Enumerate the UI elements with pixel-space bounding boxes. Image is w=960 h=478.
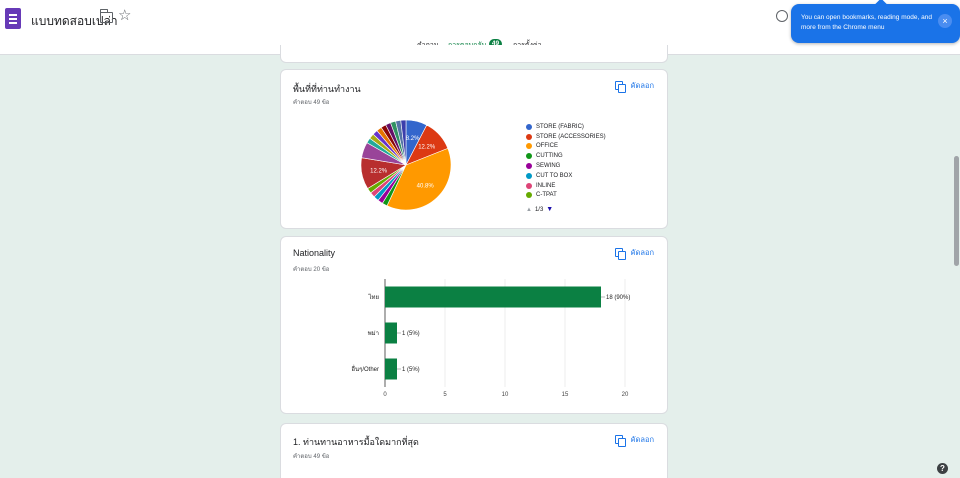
legend-swatch bbox=[526, 143, 532, 150]
copy-label: คัดลอก bbox=[630, 435, 654, 444]
x-tick-label: 0 bbox=[383, 392, 387, 398]
meal-card: 1. ท่านทานอาหารมื้อใดมากที่สุด คำตอบ 49 … bbox=[280, 423, 668, 478]
value-label: 1 (5%) bbox=[402, 367, 420, 373]
scroll-thumb[interactable] bbox=[954, 156, 959, 266]
pie-slice-label: 40.8% bbox=[417, 183, 435, 189]
nationality-bar-chart: 0 5 10 15 20 ไทย 18 (90%) พม่า 1 (5%) อื่นๆ/Othe… bbox=[351, 279, 630, 398]
legend-swatch bbox=[526, 182, 532, 189]
x-tick-label: 20 bbox=[622, 392, 629, 398]
palette-icon[interactable] bbox=[776, 10, 788, 22]
category-label: อื่นๆ/Other bbox=[351, 365, 379, 373]
previous-card-bottom bbox=[280, 45, 668, 63]
copy-icon bbox=[615, 81, 627, 93]
forms-app-icon[interactable] bbox=[5, 8, 21, 29]
category-label: ไทย bbox=[368, 293, 380, 301]
value-label: 1 (5%) bbox=[402, 331, 420, 337]
legend-label: SEWING bbox=[536, 163, 561, 170]
document-title[interactable]: แบบทดสอบเปล่า bbox=[31, 14, 118, 28]
legend-swatch bbox=[526, 153, 532, 160]
legend-item: INLINE bbox=[526, 181, 606, 191]
legend-label: INLINE bbox=[536, 182, 556, 189]
responses-count-badge: 49 bbox=[489, 39, 502, 49]
folder-icon[interactable] bbox=[99, 9, 113, 23]
pager-down-icon[interactable]: ▼ bbox=[546, 206, 554, 213]
bar-2[interactable] bbox=[385, 358, 397, 380]
pie-slice-label: 8.2% bbox=[406, 136, 420, 142]
pie-slice-label: 12.2% bbox=[418, 144, 436, 150]
close-icon[interactable]: × bbox=[938, 14, 952, 28]
pie-legend: STORE (FABRIC) STORE (ACCESSORIES) OFFICE C… bbox=[526, 122, 606, 200]
copy-icon bbox=[615, 435, 627, 447]
legend-item: OFFICE bbox=[526, 142, 606, 152]
legend-item: C-TPAT bbox=[526, 191, 606, 201]
legend-swatch bbox=[526, 192, 532, 199]
legend-label: CUTTING bbox=[536, 153, 563, 160]
pie-slice-label: 12.2% bbox=[370, 168, 388, 174]
workplace-card: พื้นที่ที่ท่านทำงาน คำตอบ 49 ข้อ คัดลอก … bbox=[280, 69, 668, 229]
legend-label: OFFICE bbox=[536, 143, 558, 150]
card-title: 1. ท่านทานอาหารมื้อใดมากที่สุด bbox=[293, 437, 419, 447]
copy-chart-button[interactable]: คัดลอก bbox=[615, 434, 654, 447]
x-tick-label: 5 bbox=[443, 392, 447, 398]
legend-item: STORE (FABRIC) bbox=[526, 122, 606, 132]
legend-swatch bbox=[526, 163, 532, 170]
pager-label: 1/3 bbox=[534, 206, 544, 213]
category-label: พม่า bbox=[368, 330, 379, 337]
response-count: คำตอบ 49 ข้อ bbox=[293, 100, 330, 106]
card-title: Nationality bbox=[293, 248, 336, 258]
tooltip-arrow bbox=[875, 0, 887, 10]
legend-pager: ▲ 1/3 ▼ bbox=[526, 206, 553, 213]
legend-swatch bbox=[526, 172, 532, 179]
legend-label: STORE (FABRIC) bbox=[536, 123, 584, 130]
tooltip-text: You can open bookmarks, reading mode, an… bbox=[801, 14, 932, 31]
copy-chart-button[interactable]: คัดลอก bbox=[615, 247, 654, 260]
page-scrollbar[interactable] bbox=[953, 55, 960, 478]
star-icon[interactable]: ☆ bbox=[118, 7, 132, 24]
legend-label: C-TPAT bbox=[536, 192, 557, 199]
copy-label: คัดลอก bbox=[630, 248, 654, 257]
help-icon[interactable]: ? bbox=[937, 463, 948, 474]
pager-up-icon[interactable]: ▲ bbox=[526, 206, 532, 213]
legend-item: STORE (ACCESSORIES) bbox=[526, 132, 606, 142]
copy-icon bbox=[615, 248, 627, 260]
value-label: 18 (90%) bbox=[606, 295, 630, 301]
legend-item: CUT TO BOX bbox=[526, 171, 606, 181]
bar-1[interactable] bbox=[385, 322, 397, 344]
chrome-menu-tooltip: You can open bookmarks, reading mode, an… bbox=[791, 0, 960, 43]
x-tick-label: 15 bbox=[562, 392, 569, 398]
bar-0[interactable] bbox=[385, 286, 601, 308]
pie-slice-2[interactable] bbox=[386, 147, 452, 211]
legend-swatch bbox=[526, 123, 532, 130]
card-title: พื้นที่ที่ท่านทำงาน bbox=[293, 84, 361, 94]
legend-label: CUT TO BOX bbox=[536, 172, 573, 179]
x-tick-label: 10 bbox=[502, 392, 509, 398]
copy-label: คัดลอก bbox=[630, 81, 654, 90]
legend-swatch bbox=[526, 133, 532, 140]
workplace-pie-chart: 8.2% 12.2% 40.8% 12.2% bbox=[361, 119, 452, 211]
legend-label: STORE (ACCESSORIES) bbox=[536, 133, 606, 140]
legend-item: SEWING bbox=[526, 161, 606, 171]
nationality-card: Nationality คำตอบ 20 ข้อ คัดลอก 0 5 10 15 20… bbox=[280, 236, 668, 414]
legend-item: CUTTING bbox=[526, 151, 606, 161]
response-count: คำตอบ 49 ข้อ bbox=[293, 454, 330, 460]
pie-slice-18[interactable] bbox=[400, 119, 407, 166]
copy-chart-button[interactable]: คัดลอก bbox=[615, 80, 654, 93]
response-count: คำตอบ 20 ข้อ bbox=[293, 267, 330, 273]
